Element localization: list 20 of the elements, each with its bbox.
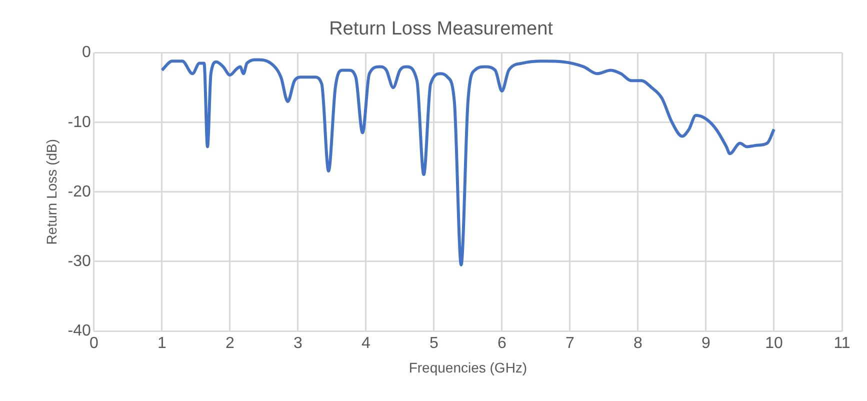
- y-tick-label: -30: [68, 252, 92, 270]
- y-tick-label: -40: [68, 322, 92, 340]
- x-tick-label: 2: [225, 335, 234, 352]
- x-tick-label: 9: [702, 335, 711, 352]
- x-tick-label: 6: [498, 335, 507, 352]
- x-axis-title: Frequencies (GHz): [408, 359, 528, 376]
- x-tick-label: 10: [765, 335, 783, 352]
- x-tick-label: 3: [293, 335, 302, 352]
- x-tick-label: 5: [430, 335, 439, 352]
- x-tick-label: 11: [834, 335, 850, 352]
- chart-title: Return Loss Measurement: [329, 18, 554, 40]
- y-tick-label: -20: [68, 183, 92, 200]
- x-tick-label: 7: [566, 335, 575, 352]
- x-tick-label: 8: [634, 335, 643, 352]
- y-tick-label: -10: [68, 114, 92, 131]
- y-axis-title: Return Loss (dB): [43, 138, 60, 245]
- y-tick-label: 0: [82, 44, 92, 62]
- x-tick-label: 4: [362, 335, 370, 352]
- x-tick-label: 1: [157, 335, 166, 352]
- line-series: [160, 58, 776, 266]
